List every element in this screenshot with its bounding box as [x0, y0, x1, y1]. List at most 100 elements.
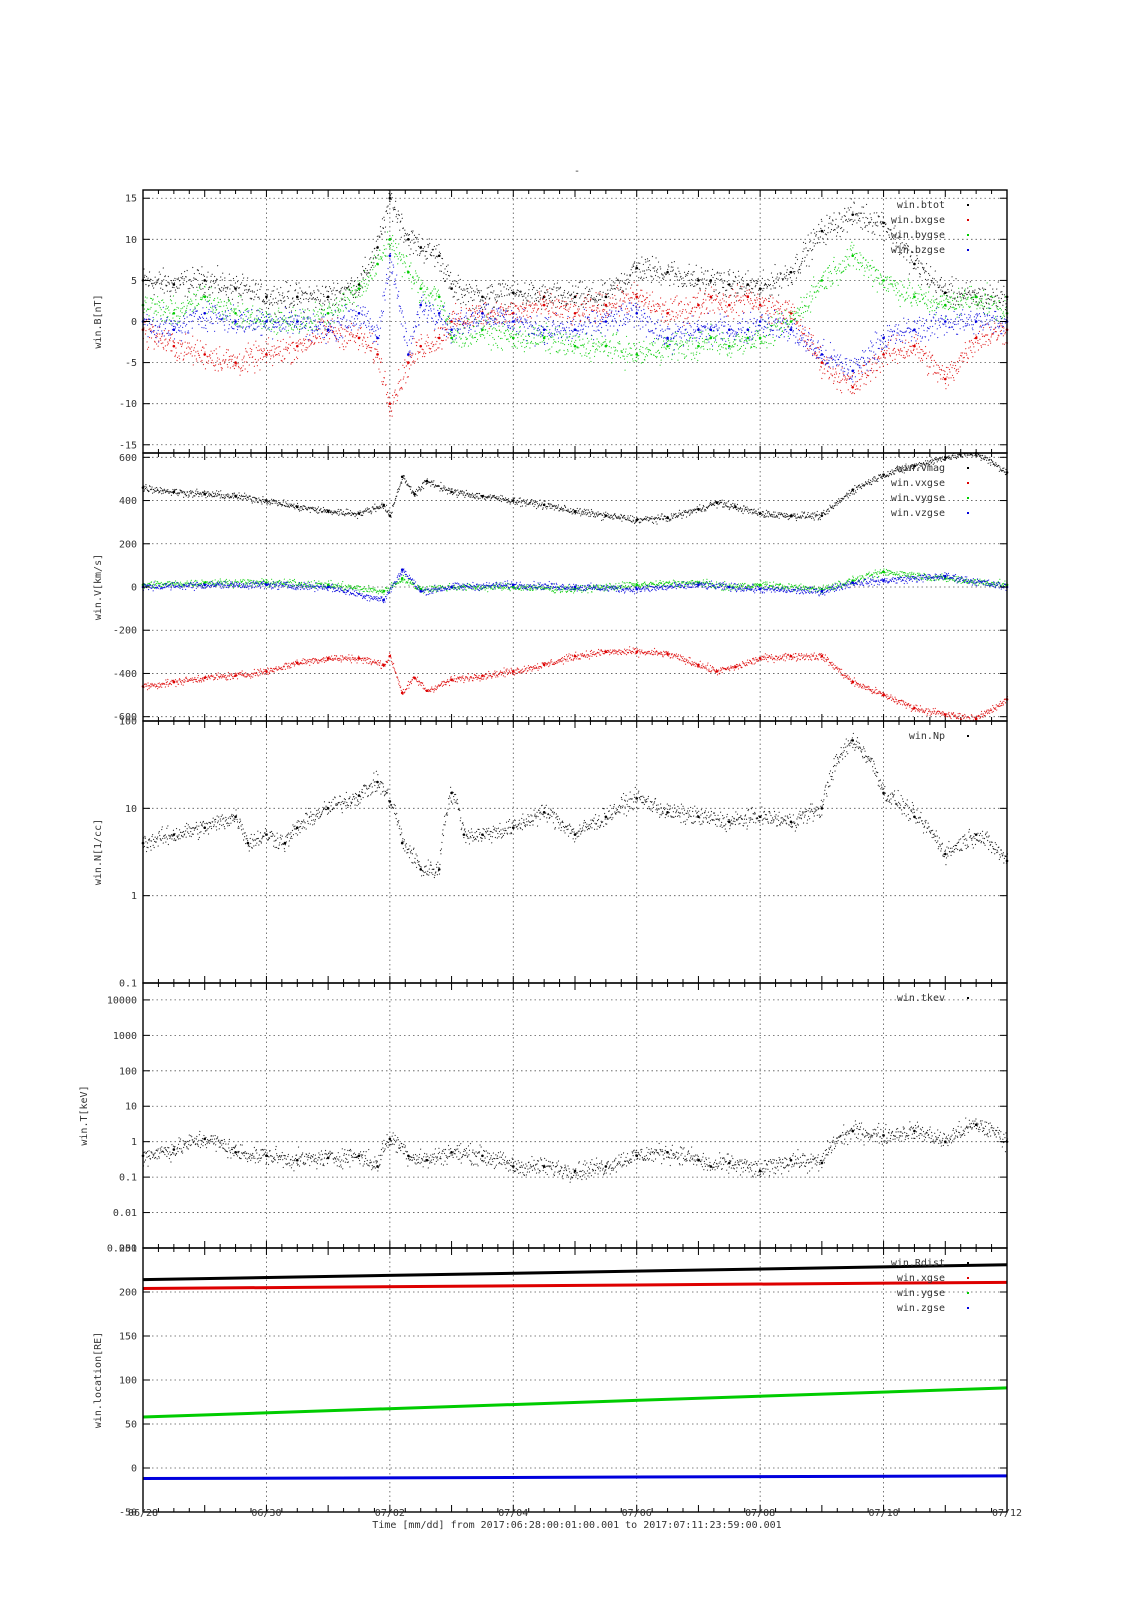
data-point-win.bzgse [789, 328, 793, 332]
data-point-win.tkev [943, 1140, 947, 1143]
data-point-win.tkev [542, 1165, 546, 1168]
data-point-win.Np [974, 833, 978, 836]
data-point-win.bzgse [172, 328, 176, 332]
y-tick-label: 100 [119, 717, 137, 728]
data-point-win.bxgse [666, 311, 669, 315]
legend-label: win.Np [909, 731, 945, 742]
data-point-win.vxgse [388, 654, 392, 658]
data-point-win.bygse [943, 303, 947, 307]
data-point-win.vmag [820, 514, 824, 517]
data-point-win.vxgse [326, 657, 330, 660]
data-point-win.vxgse [666, 652, 669, 656]
data-point-win.vmag [382, 503, 385, 507]
y-tick-label: 100 [119, 1376, 137, 1387]
data-point-win.Np [727, 820, 731, 824]
y-tick-label: 10000 [107, 995, 137, 1006]
data-point-win.vmag [635, 518, 639, 522]
data-point-win.btot [326, 295, 330, 299]
data-point-win.vxgse [734, 665, 737, 669]
y-tick-label: -15 [119, 440, 137, 451]
data-point-win.tkev [265, 1154, 268, 1158]
data-layer [142, 1263, 1008, 1481]
data-point-win.vzgse [203, 583, 207, 587]
data-point-win.bxgse [882, 353, 885, 356]
data-point-win.bygse [481, 328, 484, 332]
data-point-win.bxgse [376, 353, 379, 356]
data-point-win.vmag [943, 456, 947, 459]
legend-marker [967, 497, 969, 499]
legend-marker [967, 1277, 969, 1279]
data-point-win.vzgse [635, 587, 639, 591]
data-point-win.tkev [727, 1161, 731, 1165]
data-point-win.tkev [425, 1158, 429, 1162]
data-point-win.bzgse [437, 311, 441, 315]
data-point-win.Np [511, 826, 515, 830]
data-point-win.vzgse [382, 598, 385, 602]
legend-label: win.ygse [897, 1288, 945, 1299]
x-tick-label: 07/12 [992, 1508, 1022, 1519]
data-point-win.Np [882, 791, 885, 795]
data-point-win.vmag [789, 514, 793, 517]
data-point-win.vxgse [481, 674, 484, 677]
data-point-win.tkev [604, 1165, 608, 1168]
legend-marker [967, 482, 969, 484]
data-point-win.vxgse [234, 674, 237, 677]
data-point-win.bygse [203, 295, 207, 299]
data-point-win.Np [172, 833, 176, 836]
legend-marker [967, 1292, 969, 1294]
data-point-win.vygse [851, 579, 855, 582]
data-point-win.bxgse [450, 320, 453, 323]
plot-frame [142, 982, 1008, 1249]
series-win.Np [142, 732, 1009, 879]
data-point-win.Np [400, 841, 404, 845]
data-point-win.btot [943, 291, 947, 295]
x-tick-label: 07/02 [375, 1508, 405, 1519]
data-point-win.vygse [203, 581, 207, 584]
data-point-win.bxgse [635, 295, 639, 299]
data-point-win.vygse [382, 590, 385, 593]
y-tick-label: 200 [119, 1288, 137, 1299]
y-tick-label: -5 [125, 358, 137, 369]
data-point-win.bygse [709, 336, 713, 340]
data-point-win.Np [462, 833, 466, 836]
data-point-win.vmag [697, 507, 700, 511]
data-layer [141, 1117, 1009, 1183]
data-point-win.Np [697, 815, 700, 819]
data-point-win.bxgse [974, 336, 978, 340]
data-point-win.btot [388, 196, 392, 200]
data-point-win.Np [357, 794, 361, 797]
data-point-win.vmag [172, 490, 176, 494]
data-point-win.bzgse [746, 328, 750, 332]
grid [142, 983, 1008, 1248]
data-point-win.tkev [295, 1158, 299, 1162]
data-point-win.vmag [715, 501, 719, 505]
y-axis-label: win.T[keV] [79, 1085, 90, 1145]
data-point-win.tkev [697, 1158, 700, 1162]
panels: -15-10-5051015win.B[nT]win.btotwin.bxgse… [79, 189, 1022, 1519]
data-point-win.bzgse [450, 328, 453, 332]
y-axis-label: win.N[1/cc] [93, 819, 104, 885]
data-point-win.bxgse [357, 336, 361, 340]
data-point-win.vzgse [882, 579, 885, 582]
data-point-win.bxgse [265, 353, 268, 356]
data-point-win.btot [172, 283, 176, 286]
y-tick-label: 1 [131, 1137, 137, 1148]
data-point-win.vygse [697, 581, 700, 584]
data-point-win.vmag [265, 499, 268, 502]
data-point-win.vzgse [326, 585, 330, 589]
data-point-win.bzgse [388, 254, 392, 258]
data-point-win.bxgse [913, 344, 916, 348]
data-point-win.btot [604, 295, 608, 299]
data-point-win.vmag [413, 492, 416, 496]
data-point-win.vmag [604, 514, 608, 517]
y-tick-label: 0.001 [107, 1244, 137, 1255]
data-point-win.Np [851, 739, 855, 742]
y-tick-label: 200 [119, 539, 137, 550]
data-point-win.bygse [542, 336, 546, 340]
legend: win.tkev [897, 993, 969, 1004]
data-point-win.bygse [758, 336, 762, 340]
data-point-win.vmag [234, 494, 237, 498]
data-point-win.Np [943, 852, 947, 856]
y-tick-label: 50 [125, 1420, 137, 1431]
